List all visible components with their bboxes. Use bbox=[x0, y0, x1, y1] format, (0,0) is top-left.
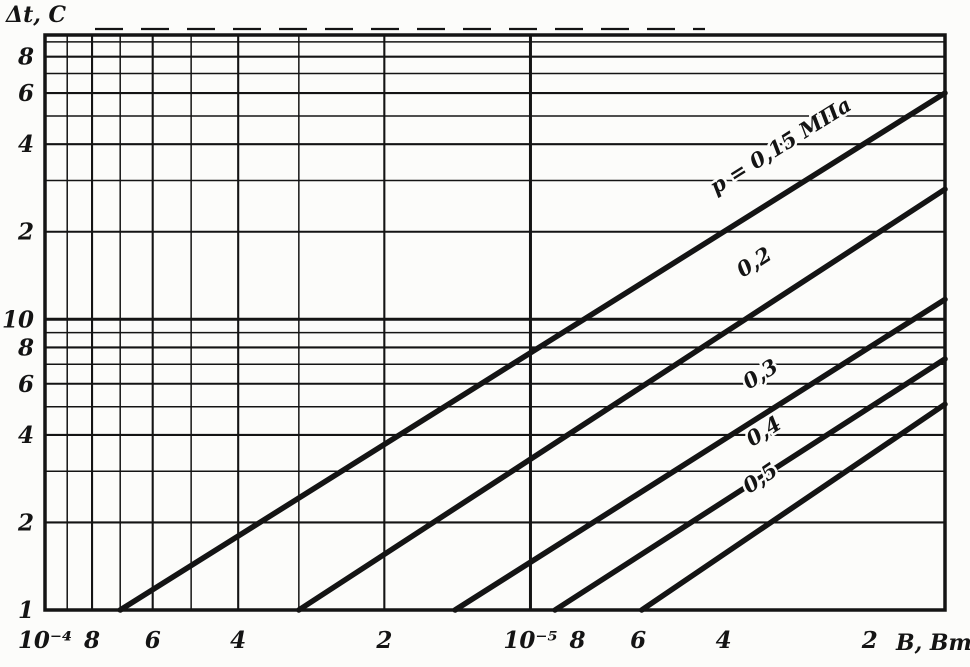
series-label: p = 0,15 МПа bbox=[705, 92, 856, 199]
x-tick-label: 10⁻⁵ bbox=[503, 627, 557, 654]
x-tick-label: 4 bbox=[230, 627, 246, 654]
y-tick-label: 6 bbox=[18, 80, 34, 107]
x-tick-label: 10⁻⁴ bbox=[18, 627, 72, 654]
y-tick-label: 8 bbox=[17, 334, 34, 361]
y-tick-label: 4 bbox=[18, 131, 34, 158]
y-tick-label: 6 bbox=[18, 371, 34, 398]
x-tick-label: 4 bbox=[716, 627, 732, 654]
series-label: 0,5 bbox=[738, 457, 782, 498]
y-tick-label: 1 bbox=[18, 597, 34, 624]
y-tick-label: 4 bbox=[18, 422, 34, 449]
x-tick-label: 6 bbox=[145, 627, 161, 654]
x-tick-label: 2 bbox=[861, 627, 878, 654]
series-label: 0,3 bbox=[738, 353, 782, 394]
y-tick-label: 8 bbox=[17, 44, 34, 71]
x-tick-label: 8 bbox=[83, 627, 100, 654]
x-tick-label: 2 bbox=[375, 627, 392, 654]
y-tick-label: 2 bbox=[17, 509, 34, 536]
series-line bbox=[296, 186, 948, 613]
series-line bbox=[638, 401, 948, 613]
plot-border bbox=[43, 33, 947, 612]
y-tick-label: 2 bbox=[17, 219, 34, 246]
x-tick-label: 6 bbox=[630, 627, 646, 654]
series-label: 0,4 bbox=[741, 411, 785, 452]
y-tick-label: 10 bbox=[2, 306, 34, 333]
series-label: 0,2 bbox=[732, 241, 776, 282]
x-tick-label: 8 bbox=[569, 627, 586, 654]
x-axis-title: В, Вт bbox=[896, 630, 970, 656]
series-line bbox=[552, 356, 948, 613]
series-line bbox=[117, 90, 948, 613]
series-line bbox=[452, 296, 948, 613]
y-axis-title: Δt, C bbox=[6, 2, 67, 28]
